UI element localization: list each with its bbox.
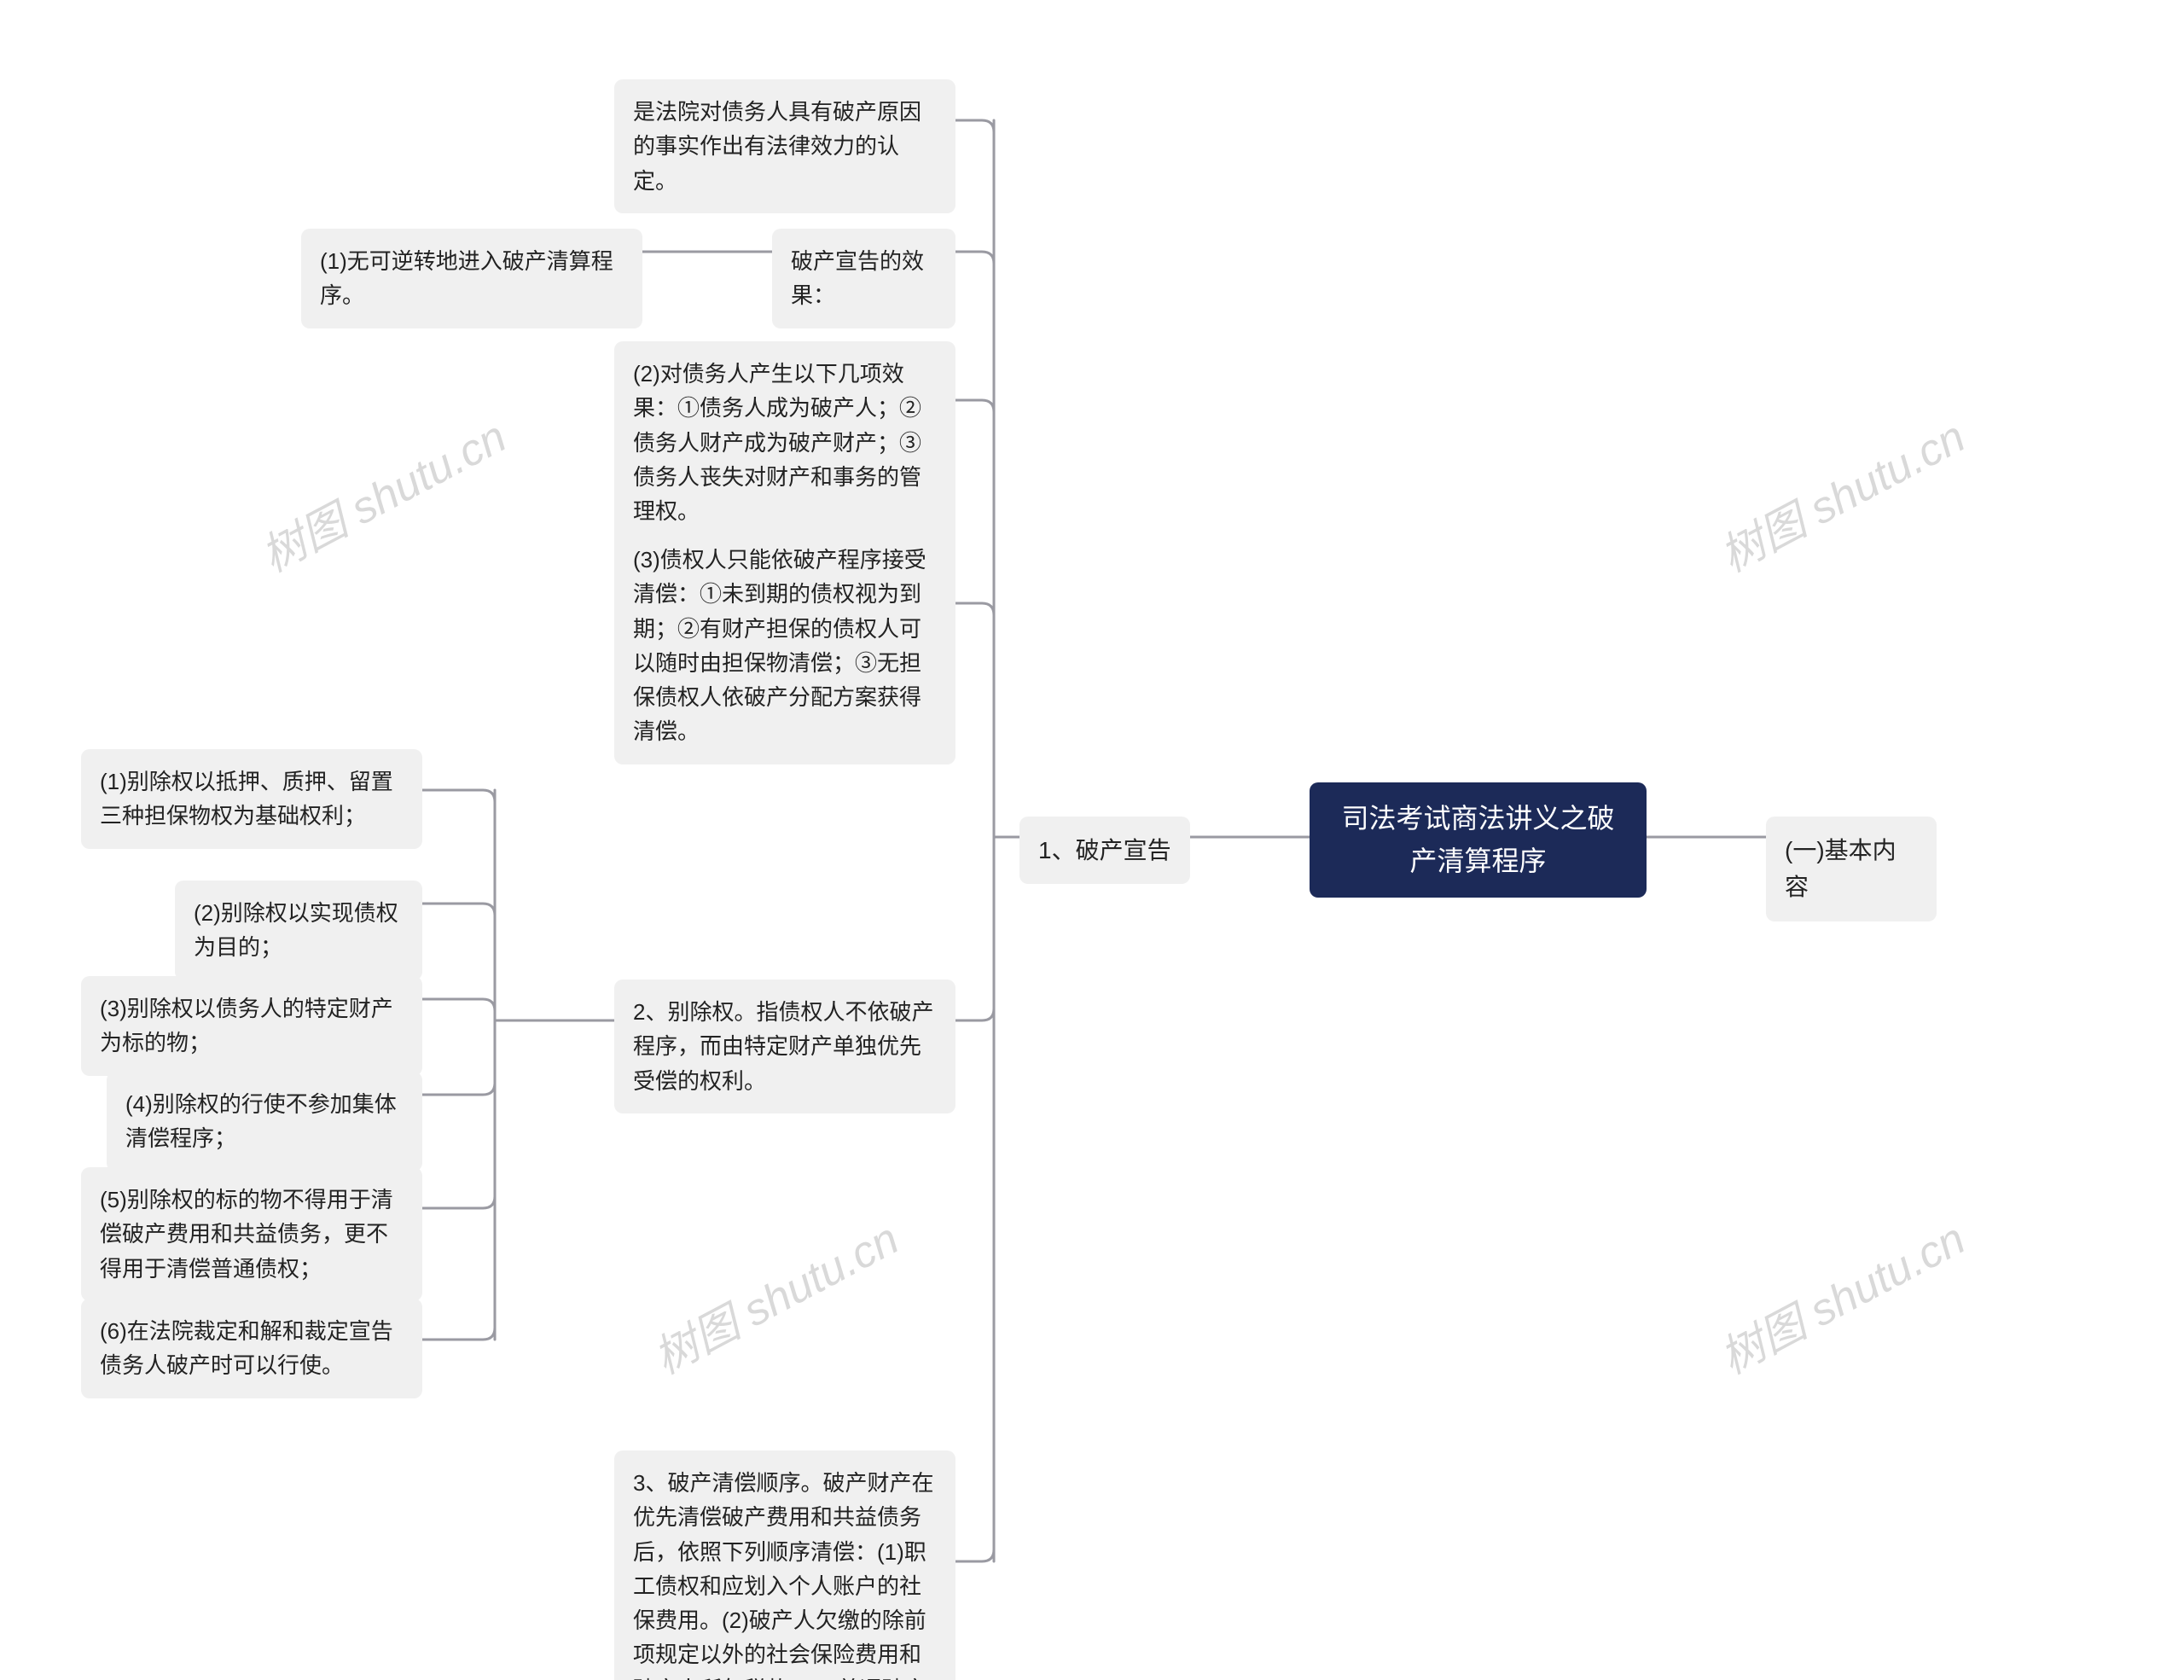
leaf-c5-sub-3[interactable]: (4)别除权的行使不参加集体清偿程序； [107, 1072, 422, 1171]
leaf-c5-sub-4[interactable]: (5)别除权的标的物不得用于清偿破产费用和共益债务，更不得用于清偿普通债权； [81, 1167, 422, 1301]
leaf-c1[interactable]: 是法院对债务人具有破产原因的事实作出有法律效力的认定。 [614, 79, 956, 213]
leaf-c5-sub-5[interactable]: (6)在法院裁定和解和裁定宣告债务人破产时可以行使。 [81, 1299, 422, 1398]
leaf-c3[interactable]: (2)对债务人产生以下几项效果：①债务人成为破产人；②债务人财产成为破产财产；③… [614, 341, 956, 544]
leaf-c2[interactable]: 破产宣告的效果： [772, 229, 956, 328]
leaf-c5-sub-2[interactable]: (3)别除权以债务人的特定财产为标的物； [81, 976, 422, 1076]
leaf-c2-sub[interactable]: (1)无可逆转地进入破产清算程序。 [301, 229, 642, 328]
watermark-3: 树图 shutu.cn [1707, 1203, 1974, 1386]
watermark-0: 树图 shutu.cn [248, 401, 515, 584]
leaf-c5-sub-1[interactable]: (2)别除权以实现债权为目的； [175, 881, 422, 980]
leaf-c4[interactable]: (3)债权人只能依破产程序接受清偿：①未到期的债权视为到期；②有财产担保的债权人… [614, 527, 956, 764]
watermark-1: 树图 shutu.cn [1707, 401, 1974, 584]
mindmap-canvas: 司法考试商法讲义之破产清算程序 (一)基本内容 1、破产宣告 是法院对债务人具有… [0, 0, 2184, 1680]
leaf-c5-sub-0[interactable]: (1)别除权以抵押、质押、留置三种担保物权为基础权利； [81, 749, 422, 849]
root-node[interactable]: 司法考试商法讲义之破产清算程序 [1310, 782, 1647, 898]
watermark-2: 树图 shutu.cn [641, 1203, 908, 1386]
leaf-c5[interactable]: 2、别除权。指债权人不依破产程序，而由特定财产单独优先受偿的权利。 [614, 980, 956, 1113]
branch-basic-content[interactable]: (一)基本内容 [1766, 817, 1937, 921]
branch-bankruptcy-declaration[interactable]: 1、破产宣告 [1019, 817, 1190, 884]
leaf-c6[interactable]: 3、破产清偿顺序。破产财产在优先清偿破产费用和共益债务后，依照下列顺序清偿：(1… [614, 1450, 956, 1680]
